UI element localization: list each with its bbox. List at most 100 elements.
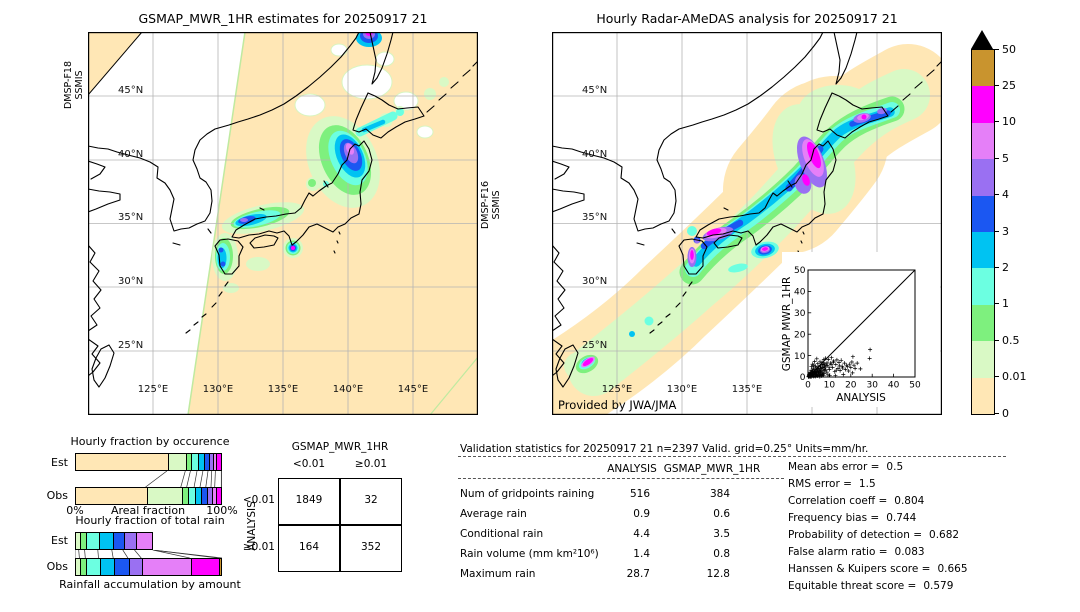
lon-label: 125°E	[138, 384, 168, 395]
colorbar-tick	[994, 303, 999, 305]
scatter-point	[815, 361, 820, 366]
occurrence-chart-title: Hourly fraction by occurence	[70, 435, 230, 448]
stats-row-label: Average rain	[460, 508, 527, 520]
scatter-point	[829, 355, 834, 360]
bar-segment	[114, 559, 130, 575]
scatter-point	[846, 369, 851, 373]
stats-value-gsmap: 0.8	[713, 548, 730, 560]
inset-y-tick-label: 0	[800, 373, 806, 383]
sensor-line2: SSMIS	[74, 70, 85, 100]
colorbar-tick-label: 3	[1002, 224, 1009, 238]
inset-y-tick-label: 20	[794, 330, 806, 340]
scatter-point	[814, 356, 819, 361]
score-label: Equitable threat score =	[788, 580, 917, 592]
colorbar-segment	[972, 50, 994, 87]
scatter-point	[833, 362, 838, 367]
scatter-point	[848, 365, 853, 370]
colorbar-tick	[994, 339, 999, 341]
scatter-point	[850, 354, 855, 359]
gsmap-map: 45°N 40°N 35°N 30°N 25°N 125°E 130°E 135…	[88, 32, 478, 415]
stats-value-gsmap: 3.5	[713, 528, 730, 540]
inset-x-tick-label: 30	[866, 381, 878, 391]
bar-connector	[199, 471, 204, 487]
occurrence-obs-label: Obs	[46, 489, 68, 502]
sensor-line2: SSMIS	[491, 190, 502, 220]
scatter-point	[833, 373, 838, 378]
bar-connector	[97, 550, 99, 558]
bar-connector	[152, 550, 222, 558]
score-label: Frequency bias =	[788, 512, 880, 524]
stats-value-analysis: 4.4	[633, 528, 650, 540]
scatter-point	[823, 367, 828, 372]
colorbar-extend-triangle	[971, 30, 993, 49]
contingency-table	[278, 478, 402, 572]
scatter-point	[823, 356, 828, 361]
colorbar-tick	[994, 194, 999, 196]
bar-segment	[198, 454, 205, 470]
map-frame	[552, 32, 942, 415]
bar-segment	[135, 533, 152, 549]
scatter-point	[825, 363, 830, 368]
lat-label: 35°N	[118, 212, 143, 223]
stats-value-analysis: 28.7	[626, 568, 650, 580]
score-label: Probability of detection =	[788, 529, 923, 541]
contingency-value-10: 164	[298, 541, 320, 553]
scatter-point	[839, 358, 844, 363]
score-label: Mean abs error =	[788, 461, 880, 473]
score-value: 0.5	[886, 461, 904, 473]
colorbar-tick-label: 25	[1002, 78, 1016, 92]
colorbar-segment	[972, 268, 994, 305]
scatter-point	[831, 359, 836, 363]
stats-row-label: Num of gridpoints raining	[460, 488, 595, 500]
inset-y-tick-label: 10	[794, 352, 806, 362]
scatter-point	[867, 356, 872, 361]
scatter-point	[858, 366, 863, 371]
contingency-row-label-1: ≥0.01	[242, 541, 275, 553]
scatter-point	[843, 367, 848, 372]
scatter-point	[838, 368, 843, 373]
lat-label: 25°N	[118, 340, 143, 351]
bar-connector	[122, 550, 129, 558]
bar-segment	[216, 454, 221, 470]
stats-value-analysis: 0.9	[633, 508, 650, 520]
right-map-title: Hourly Radar-AMeDAS analysis for 2025091…	[596, 11, 898, 26]
scatter-point	[834, 357, 839, 362]
lon-label: 130°E	[203, 384, 233, 395]
bar-segment	[79, 533, 87, 549]
score-value: 0.665	[937, 563, 968, 575]
bar-segment	[76, 559, 81, 575]
score-value: 1.5	[858, 478, 876, 490]
scatter-point	[845, 364, 850, 369]
colorbar-segment	[972, 122, 994, 160]
colorbar-tick	[994, 376, 999, 378]
scatter-point	[821, 373, 826, 378]
bar-segment	[211, 488, 217, 504]
scatter-point	[853, 366, 858, 371]
stats-col-gsmap: GSMAP_MWR_1HR	[663, 463, 761, 475]
colorbar-segment	[972, 86, 994, 123]
contingency-row-label-0: <0.01	[242, 494, 275, 506]
lon-label: 130°E	[667, 384, 697, 395]
bar-segment	[218, 559, 221, 575]
scatter-point	[815, 366, 820, 371]
colorbar-tick	[994, 230, 999, 232]
lon-label: 125°E	[602, 384, 632, 395]
stats-row-label: Maximum rain	[460, 568, 536, 580]
lat-label: 40°N	[118, 149, 143, 160]
radar-map: 45°N 40°N 35°N 30°N 25°N 125°E 130°E 135…	[552, 32, 942, 415]
stats-value-gsmap: 384	[709, 488, 730, 500]
sensor-label-dmsp-f18: DMSP-F18 SSMIS	[61, 50, 87, 120]
scatter-point	[813, 364, 818, 369]
colorbar-segment	[972, 159, 994, 196]
map-tick-labels: 45°N 40°N 35°N 30°N 25°N 125°E 130°E 135…	[118, 85, 428, 395]
lat-label: 35°N	[582, 212, 607, 223]
bar-segment	[203, 454, 211, 470]
score-value: 0.744	[886, 512, 917, 524]
stats-value-analysis: 516	[629, 488, 650, 500]
contingency-col-title: GSMAP_MWR_1HR	[291, 441, 389, 453]
scatter-point	[827, 365, 831, 370]
stats-row-label: Conditional rain	[460, 528, 544, 540]
score-row: Probability of detection = 0.682	[788, 529, 959, 541]
contingency-value-00: 1849	[295, 494, 323, 506]
bar-segment	[195, 488, 202, 504]
